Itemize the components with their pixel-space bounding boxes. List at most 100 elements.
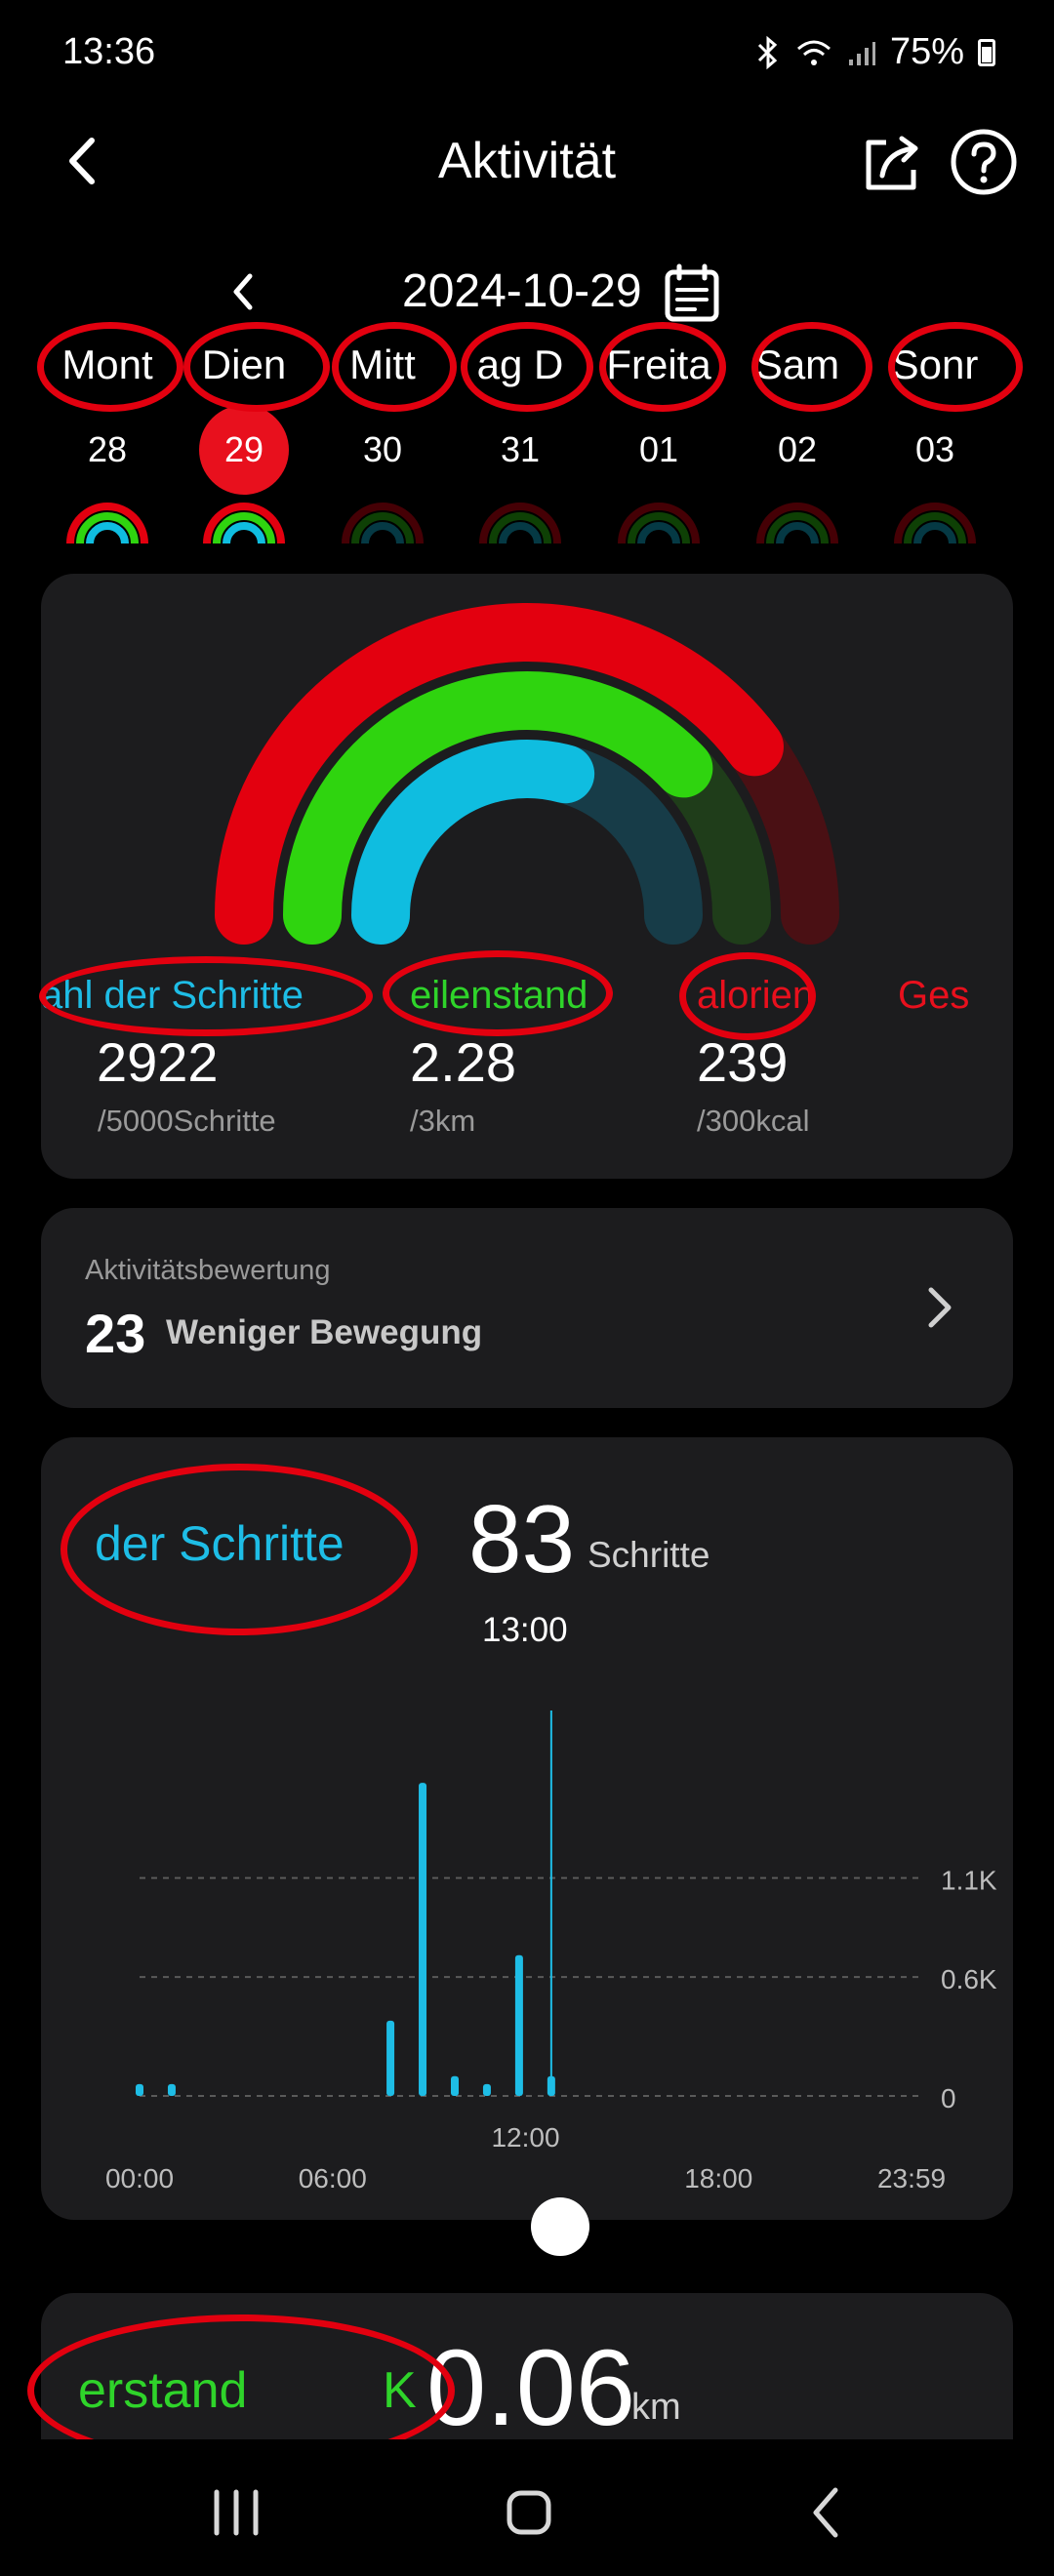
rating-text: Weniger Bewegung — [166, 1313, 483, 1351]
steps-ring — [351, 740, 595, 945]
step-bar — [386, 2020, 395, 2096]
y-tick-label: 0 — [941, 2083, 956, 2113]
back-nav-icon[interactable] — [789, 2478, 867, 2547]
system-navigation-bar — [0, 2439, 1054, 2576]
page-title: Aktivität — [437, 133, 617, 189]
activity-rings — [215, 603, 839, 945]
distance-card-k: K — [383, 2362, 417, 2419]
mini-rings-icon — [756, 503, 838, 544]
date-selector: 2024-10-29 — [0, 259, 1054, 327]
day-name: ag D — [476, 342, 564, 387]
day-29[interactable]: Dien 29 — [176, 337, 312, 545]
steps-chart-card: der Schritte 83 Schritte 13:00 0 0.6K 1.1K… — [41, 1437, 1013, 2220]
day-name: Sonr — [891, 342, 979, 387]
activity-rating-card[interactable]: Aktivitätsbewertung 23 Weniger Bewegung — [41, 1208, 1013, 1408]
day-02[interactable]: Sam 02 — [729, 337, 866, 545]
mini-rings-icon — [894, 503, 976, 544]
selected-steps-value: 83 — [468, 1485, 576, 1592]
day-name: Sam — [754, 342, 840, 387]
distance-ring — [283, 671, 713, 945]
chart-scrubber-handle[interactable] — [531, 2197, 589, 2256]
rating-score: 23 — [85, 1303, 146, 1364]
recent-apps-icon[interactable] — [197, 2478, 275, 2547]
step-bar — [482, 2083, 491, 2096]
rating-label: Aktivitätsbewertung — [85, 1255, 331, 1286]
calories-ring — [215, 603, 784, 945]
status-bar: 13:36 75% — [0, 0, 1054, 107]
steps-stat: ahl der Schritte 2922 /5000Schritte — [41, 974, 304, 1139]
distance-stat: eilenstand 2.28 /3km — [410, 974, 588, 1139]
steps-stat-value: 2922 — [97, 1031, 219, 1093]
battery-percent: 75% — [889, 31, 964, 72]
day-number: 30 — [362, 429, 403, 469]
mini-rings-icon — [203, 503, 285, 544]
signal-icon — [848, 41, 875, 65]
activity-rings-card[interactable]: ahl der Schritte 2922 /5000Schritte eile… — [41, 574, 1013, 1179]
y-tick-label: 0.6K — [941, 1964, 997, 1994]
x-tick-label: 18:00 — [684, 2163, 752, 2194]
mini-rings-icon — [66, 503, 148, 544]
calories-stat-goal: /300kcal — [697, 1104, 810, 1138]
current-date: 2024-10-29 — [402, 265, 642, 317]
wifi-icon — [796, 40, 831, 65]
day-number: 28 — [87, 429, 128, 469]
chevron-right-icon — [928, 1287, 952, 1328]
x-tick-label: 23:59 — [877, 2163, 946, 2194]
distance-card-title: erstand — [78, 2362, 248, 2419]
step-bar — [136, 2083, 143, 2096]
help-icon[interactable] — [949, 127, 1019, 197]
x-tick-label: 06:00 — [299, 2163, 367, 2194]
step-bar — [419, 1783, 427, 2096]
day-30[interactable]: Mitt 30 — [314, 337, 451, 545]
selected-time: 13:00 — [482, 1611, 568, 1649]
back-button[interactable] — [49, 127, 117, 195]
bluetooth-icon — [757, 35, 778, 69]
distance-stat-label: eilenstand — [410, 974, 588, 1017]
previous-week-button[interactable] — [215, 262, 273, 321]
day-01[interactable]: Freita 01 — [590, 337, 727, 545]
day-28[interactable]: Mont 28 — [39, 337, 176, 545]
distance-card-value: 0.06 — [426, 2328, 636, 2439]
share-icon[interactable] — [857, 127, 927, 197]
calories-stat: alorien 239 /300kcal — [697, 974, 814, 1139]
step-bar — [514, 1954, 523, 2096]
day-name: Mont — [61, 342, 153, 387]
home-icon[interactable] — [490, 2478, 568, 2547]
day-number: 01 — [638, 429, 679, 469]
extra-stat-label: Ges — [898, 974, 970, 1017]
x-tick-label: 00:00 — [105, 2163, 174, 2194]
extra-stat: Ges — [898, 974, 969, 1023]
day-03[interactable]: Sonr 03 — [867, 337, 1003, 545]
steps-stat-label: ahl der Schritte — [41, 974, 304, 1017]
battery-icon — [978, 38, 995, 66]
calories-stat-value: 239 — [697, 1031, 789, 1093]
status-time: 13:36 — [62, 31, 156, 72]
day-number: 31 — [500, 429, 541, 469]
day-name: Freita — [606, 342, 711, 387]
y-tick-label: 1.1K — [941, 1866, 997, 1896]
mini-rings-icon — [618, 503, 700, 544]
status-icons: 75% — [755, 31, 995, 73]
steps-chart-title: der Schritte — [95, 1516, 345, 1571]
steps-stat-goal: /5000Schritte — [98, 1104, 276, 1138]
x-tick-label: 12:00 — [491, 2122, 559, 2153]
header: Aktivität — [0, 107, 1054, 215]
day-name: Mitt — [349, 342, 416, 387]
day-number: 29 — [199, 405, 289, 495]
step-bar — [450, 2075, 459, 2096]
distance-stat-value: 2.28 — [410, 1031, 516, 1093]
distance-card-unit: km — [631, 2387, 681, 2428]
mini-rings-icon — [479, 503, 561, 544]
distance-card: erstand K 0.06 km — [41, 2293, 1013, 2439]
step-bar — [167, 2083, 176, 2096]
distance-stat-goal: /3km — [410, 1104, 476, 1138]
day-31[interactable]: ag D 31 — [452, 337, 588, 545]
mini-rings-icon — [342, 503, 424, 544]
calendar-icon[interactable] — [662, 262, 722, 323]
day-name: Dien — [201, 342, 287, 387]
day-number: 02 — [777, 429, 818, 469]
day-number: 03 — [914, 429, 955, 469]
steps-bar-chart[interactable]: 0 0.6K 1.1K 00:00 06:00 12:00 18:00 23:59 — [41, 1681, 1013, 2220]
selected-steps-unit: Schritte — [588, 1535, 710, 1575]
calories-stat-label: alorien — [697, 974, 815, 1017]
